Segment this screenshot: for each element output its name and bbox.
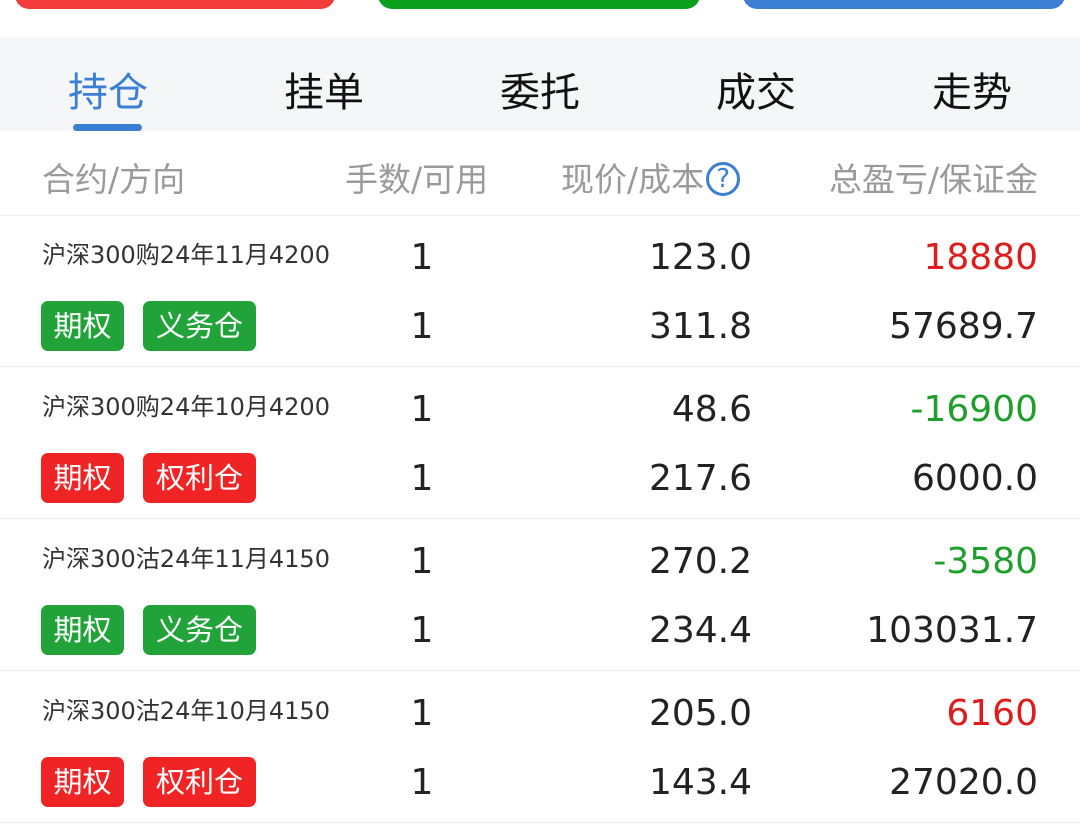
qty: 1 bbox=[410, 541, 434, 582]
header-qty: 手数/可用 bbox=[345, 160, 489, 199]
available: 1 bbox=[410, 306, 434, 347]
type-badge: 期权 bbox=[41, 605, 124, 655]
side-badge: 权利仓 bbox=[143, 757, 256, 807]
position-row[interactable]: 沪深300购24年11月4200 期权 义务仓 1 1 123.0 311.8 … bbox=[0, 215, 1080, 367]
qty: 1 bbox=[410, 389, 434, 430]
current-price: 123.0 bbox=[648, 237, 752, 278]
position-row[interactable]: 沪深300购24年10月4200 期权 权利仓 1 1 48.6 217.6 -… bbox=[0, 367, 1080, 519]
contract-name: 沪深300购24年10月4200 bbox=[42, 393, 330, 421]
tab-pending[interactable]: 挂单 bbox=[284, 70, 364, 116]
total-pnl: 6160 bbox=[946, 693, 1038, 734]
side-badge: 权利仓 bbox=[143, 453, 256, 503]
side-badge: 义务仓 bbox=[143, 605, 256, 655]
total-pnl: -16900 bbox=[910, 389, 1038, 430]
type-badge: 期权 bbox=[41, 301, 124, 351]
position-row[interactable]: 沪深300沽24年10月4150 期权 权利仓 1 1 205.0 143.4 … bbox=[0, 671, 1080, 823]
contract-name: 沪深300沽24年10月4150 bbox=[42, 697, 330, 725]
current-price: 48.6 bbox=[671, 389, 752, 430]
tab-trades[interactable]: 成交 bbox=[716, 70, 796, 116]
side-badge: 义务仓 bbox=[143, 301, 256, 351]
margin: 27020.0 bbox=[889, 762, 1038, 803]
contract-name: 沪深300沽24年11月4150 bbox=[42, 545, 330, 573]
header-pnl: 总盈亏/保证金 bbox=[828, 160, 1038, 199]
blue-action-button[interactable] bbox=[743, 0, 1065, 9]
margin: 57689.7 bbox=[889, 306, 1038, 347]
active-tab-indicator bbox=[73, 124, 142, 131]
total-pnl: -3580 bbox=[933, 541, 1038, 582]
tab-bar: 持仓 挂单 委托 成交 走势 bbox=[0, 38, 1080, 131]
qty: 1 bbox=[410, 693, 434, 734]
tab-trend[interactable]: 走势 bbox=[932, 70, 1012, 116]
green-action-button[interactable] bbox=[378, 0, 700, 9]
type-badge: 期权 bbox=[41, 757, 124, 807]
available: 1 bbox=[410, 458, 434, 499]
table-header: 合约/方向 手数/可用 现价/成本? 总盈亏/保证金 bbox=[0, 131, 1080, 216]
total-pnl: 18880 bbox=[923, 237, 1038, 278]
tab-positions[interactable]: 持仓 bbox=[68, 70, 148, 116]
red-action-button[interactable] bbox=[15, 0, 335, 9]
qty: 1 bbox=[410, 237, 434, 278]
cost: 143.4 bbox=[648, 762, 752, 803]
help-icon[interactable]: ? bbox=[706, 161, 741, 196]
cost: 311.8 bbox=[648, 306, 752, 347]
current-price: 270.2 bbox=[648, 541, 752, 582]
current-price: 205.0 bbox=[648, 693, 752, 734]
cost: 234.4 bbox=[648, 610, 752, 651]
margin: 103031.7 bbox=[866, 610, 1038, 651]
margin: 6000.0 bbox=[912, 458, 1038, 499]
type-badge: 期权 bbox=[41, 453, 124, 503]
tab-orders[interactable]: 委托 bbox=[500, 70, 580, 116]
contract-name: 沪深300购24年11月4200 bbox=[42, 241, 330, 269]
available: 1 bbox=[410, 610, 434, 651]
header-price: 现价/成本 bbox=[561, 160, 705, 199]
available: 1 bbox=[410, 762, 434, 803]
header-contract: 合约/方向 bbox=[42, 160, 186, 199]
cost: 217.6 bbox=[648, 458, 752, 499]
position-row[interactable]: 沪深300沽24年11月4150 期权 义务仓 1 1 270.2 234.4 … bbox=[0, 519, 1080, 671]
